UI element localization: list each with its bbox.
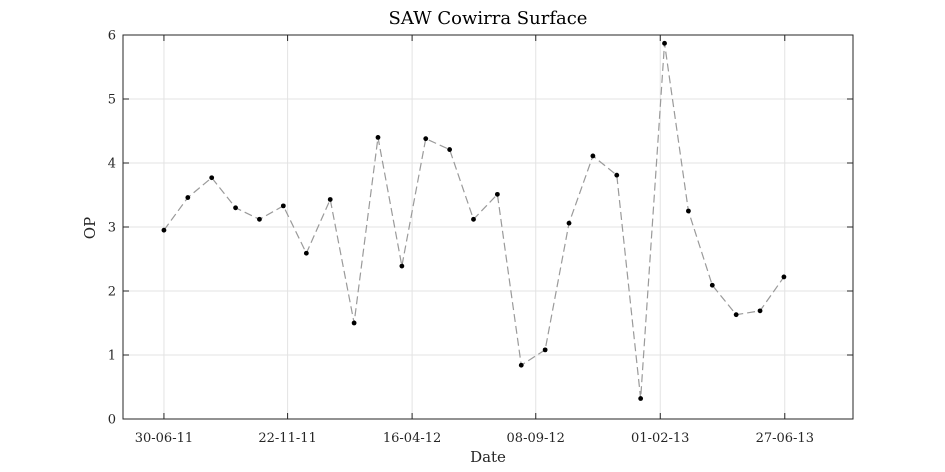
data-point (447, 147, 453, 152)
data-point (614, 172, 620, 178)
data-point (733, 312, 739, 318)
data-point (233, 205, 238, 211)
y-tick-label: 3 (108, 221, 116, 236)
y-tick-label: 4 (108, 157, 116, 172)
plot-frame (122, 34, 854, 420)
data-point (757, 308, 763, 314)
data-point (566, 220, 572, 226)
data-point (257, 216, 262, 222)
chart-title: SAW Cowirra Surface (389, 8, 588, 29)
data-point (662, 40, 667, 46)
data-point (351, 320, 357, 326)
data-point (327, 197, 333, 202)
label-layer: SAW Cowirra Surface Date OP (81, 8, 587, 466)
x-axis-label: Date (470, 448, 506, 466)
y-tick-label: 0 (108, 413, 116, 428)
data-point (471, 216, 476, 222)
y-tick-label: 5 (108, 93, 116, 108)
data-point (280, 203, 286, 209)
series-layer (161, 40, 787, 401)
y-tick-label: 2 (108, 285, 116, 300)
data-point (399, 263, 405, 269)
x-tick-label: 27-06-13 (756, 431, 814, 446)
x-tick-label: 16-04-12 (383, 431, 441, 446)
x-tick-label: 08-09-12 (507, 431, 565, 446)
data-point (638, 396, 644, 401)
data-point (709, 282, 715, 288)
axis-layer: 0 1 2 3 4 5 6 30-06-11 22-11-11 16-04-12 08-09-12 0… (108, 29, 854, 446)
data-point (303, 250, 309, 256)
x-tick-label: 01-02-13 (631, 431, 689, 446)
data-point (161, 227, 167, 233)
x-tick-label: 22-11-11 (258, 431, 316, 446)
data-point (494, 191, 500, 197)
data-point (375, 135, 381, 140)
data-point (590, 153, 596, 159)
data-point (518, 362, 524, 368)
y-tick-label: 1 (108, 349, 116, 364)
data-point (542, 347, 548, 353)
x-tick-label: 30-06-11 (135, 431, 193, 446)
data-point (423, 136, 429, 142)
data-point (209, 175, 215, 181)
data-point (185, 195, 191, 200)
y-tick-label: 6 (108, 29, 116, 44)
data-point (781, 274, 787, 280)
data-point (686, 208, 691, 214)
y-axis-label: OP (81, 217, 99, 239)
